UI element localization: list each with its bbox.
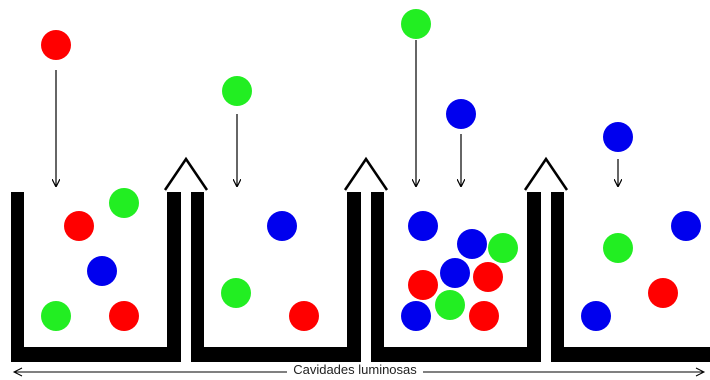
red-photon <box>289 301 319 331</box>
blue-photon <box>401 301 431 331</box>
red-photon <box>648 278 678 308</box>
blue-photon <box>457 229 487 259</box>
tent-dividers <box>163 156 569 191</box>
blue-photon <box>408 211 438 241</box>
red-photon <box>408 270 438 300</box>
green-photon-incoming <box>222 76 252 106</box>
tent-divider-3 <box>523 156 569 191</box>
red-photon <box>473 262 503 292</box>
caption-arrow <box>12 367 706 377</box>
blue-photon <box>440 258 470 288</box>
cavity-1-walls <box>11 192 181 362</box>
blue-photon <box>267 211 297 241</box>
cavity-4-walls <box>551 192 710 362</box>
tent-divider-1 <box>163 156 209 191</box>
incoming-arrows <box>56 40 618 186</box>
green-photon <box>435 290 465 320</box>
green-photon-incoming <box>401 9 431 39</box>
red-photon <box>469 301 499 331</box>
cavity-3-walls <box>371 192 541 362</box>
blue-photon <box>87 256 117 286</box>
green-photon <box>221 278 251 308</box>
green-photon <box>488 233 518 263</box>
blue-photon <box>581 301 611 331</box>
tent-divider-2 <box>343 156 389 191</box>
photons <box>41 9 701 331</box>
cavity-walls <box>11 192 710 362</box>
red-photon <box>64 211 94 241</box>
blue-photon-incoming <box>446 99 476 129</box>
green-photon <box>603 233 633 263</box>
red-photon <box>109 301 139 331</box>
red-photon-incoming <box>41 30 71 60</box>
green-photon <box>41 301 71 331</box>
green-photon <box>109 188 139 218</box>
blue-photon-incoming <box>603 122 633 152</box>
cavity-2-walls <box>191 192 361 362</box>
blue-photon <box>671 211 701 241</box>
